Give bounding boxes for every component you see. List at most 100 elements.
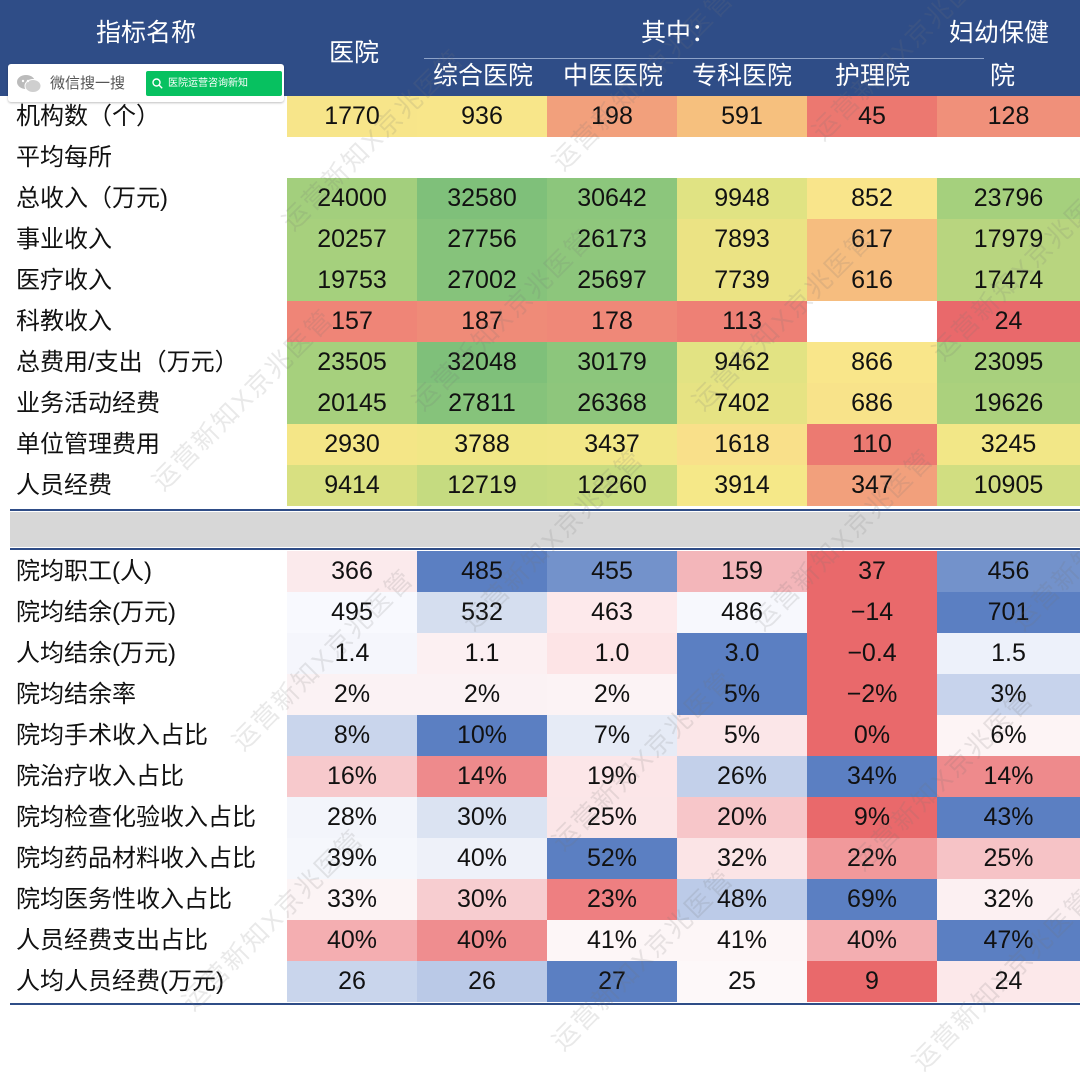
table-cell: 16% <box>287 756 417 797</box>
table-cell: 852 <box>807 178 937 219</box>
header-of-which: 其中： <box>641 19 717 47</box>
table-cell: 34% <box>807 756 937 797</box>
table-cell: 32580 <box>417 178 547 219</box>
table-cell: 701 <box>937 592 1080 633</box>
table-cell: −0.4 <box>807 633 937 674</box>
table-cell: 40% <box>417 838 547 879</box>
table-cell: 24000 <box>287 178 417 219</box>
table-cell <box>807 301 937 342</box>
wechat-account-name: 医院运营咨询新知 <box>168 78 248 89</box>
table-cell: 7402 <box>677 383 807 424</box>
wechat-search-box[interactable]: 医院运营咨询新知 <box>146 71 282 96</box>
table-cell: 347 <box>807 465 937 506</box>
table-cell: 26 <box>417 961 547 1002</box>
table-cell: 27002 <box>417 260 547 301</box>
table-cell: 26 <box>287 961 417 1002</box>
table-cell: 113 <box>677 301 807 342</box>
table-cell: 30179 <box>547 342 677 383</box>
table-cell: 616 <box>807 260 937 301</box>
table-cell: 198 <box>547 96 677 137</box>
row-label: 院治疗收入占比 <box>16 763 184 790</box>
table-cell <box>417 137 547 178</box>
table-cell: 5% <box>677 715 807 756</box>
table-cell: 14% <box>417 756 547 797</box>
table-cell: 27811 <box>417 383 547 424</box>
table-cell: 45 <box>807 96 937 137</box>
table-cell: 33% <box>287 879 417 920</box>
table-cell: 3% <box>937 674 1080 715</box>
table-cell: 32% <box>937 879 1080 920</box>
header-hospital: 医院 <box>329 39 380 67</box>
table-cell: 3245 <box>937 424 1080 465</box>
table-cell: 41% <box>677 920 807 961</box>
table-cell: 25697 <box>547 260 677 301</box>
row-label: 总收入（万元) <box>16 185 168 212</box>
table-cell: 617 <box>807 219 937 260</box>
table-cell: 686 <box>807 383 937 424</box>
header-tcm-hospital: 中医医院 <box>563 62 664 90</box>
table-cell: 25 <box>677 961 807 1002</box>
table-cell: 1770 <box>287 96 417 137</box>
table-cell: 24 <box>937 301 1080 342</box>
row-label: 人均人员经费(万元) <box>16 968 224 995</box>
row-label: 院均药品材料收入占比 <box>16 845 256 872</box>
table-cell: 26173 <box>547 219 677 260</box>
table-cell: 40% <box>287 920 417 961</box>
table-cell <box>287 137 417 178</box>
table-cell: 6% <box>937 715 1080 756</box>
table-cell: 14% <box>937 756 1080 797</box>
table-cell: 22% <box>807 838 937 879</box>
table-cell: 17474 <box>937 260 1080 301</box>
row-label: 人员经费 <box>16 472 112 499</box>
table-cell: 9948 <box>677 178 807 219</box>
row-label: 科教收入 <box>16 308 112 335</box>
header-mch-line2: 院 <box>990 62 1016 90</box>
table-cell: 10% <box>417 715 547 756</box>
table-cell: 1.0 <box>547 633 677 674</box>
table-cell: 7739 <box>677 260 807 301</box>
row-label: 机构数（个） <box>16 103 160 130</box>
header-mch-line1: 妇幼保健 <box>949 19 1050 47</box>
table-cell: 17979 <box>937 219 1080 260</box>
table-cell: 23% <box>547 879 677 920</box>
table-cell: 495 <box>287 592 417 633</box>
row-label: 院均结余率 <box>16 681 136 708</box>
table-cell: 7893 <box>677 219 807 260</box>
table-cell: 3788 <box>417 424 547 465</box>
table-cell: 128 <box>937 96 1080 137</box>
wechat-search-label: 微信搜一搜 <box>50 75 126 92</box>
table-cell: 2930 <box>287 424 417 465</box>
table-cell: 2% <box>547 674 677 715</box>
table-cell: 157 <box>287 301 417 342</box>
wechat-search-widget[interactable]: 微信搜一搜 医院运营咨询新知 <box>8 64 284 102</box>
row-label: 院均结余(万元) <box>16 599 176 626</box>
table-cell: 19626 <box>937 383 1080 424</box>
table-cell <box>937 137 1080 178</box>
table-cell: 0% <box>807 715 937 756</box>
table-cell: 5% <box>677 674 807 715</box>
table-cell: 12260 <box>547 465 677 506</box>
table-cell: 9% <box>807 797 937 838</box>
row-label: 院均医务性收入占比 <box>16 886 232 913</box>
table-cell: 30% <box>417 797 547 838</box>
table-cell: 39% <box>287 838 417 879</box>
table-cell: −14 <box>807 592 937 633</box>
table-cell: 8% <box>287 715 417 756</box>
table-cell: 23095 <box>937 342 1080 383</box>
row-label: 事业收入 <box>16 226 112 253</box>
table-cell: 41% <box>547 920 677 961</box>
table-cell: 1.5 <box>937 633 1080 674</box>
table-cell: 866 <box>807 342 937 383</box>
table-cell: 32% <box>677 838 807 879</box>
table-cell: 19% <box>547 756 677 797</box>
table-cell <box>677 137 807 178</box>
table-cell: 1618 <box>677 424 807 465</box>
table-cell: 3.0 <box>677 633 807 674</box>
table-cell: 40% <box>417 920 547 961</box>
table-cell: 27 <box>547 961 677 1002</box>
search-icon <box>152 78 163 89</box>
table-cell: 110 <box>807 424 937 465</box>
table-cell: 1.4 <box>287 633 417 674</box>
table-cell: 20257 <box>287 219 417 260</box>
